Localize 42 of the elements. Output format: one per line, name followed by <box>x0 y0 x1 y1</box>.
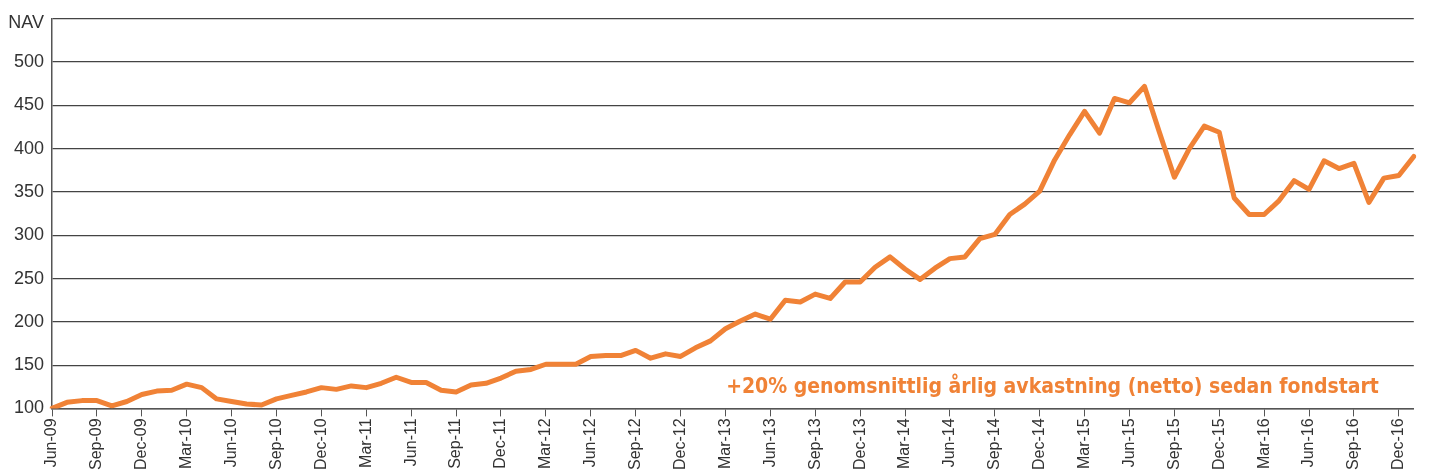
x-tick-label: Mar-10 <box>177 418 195 470</box>
x-tick-label: Mar-13 <box>715 418 733 470</box>
x-tick-label: Sep-13 <box>805 418 823 470</box>
y-tick-label: 500 <box>13 51 45 72</box>
x-tick-label: Mar-12 <box>536 418 554 470</box>
y-axis-title: NAV <box>8 11 45 32</box>
x-tick-label: Mar-11 <box>356 418 374 468</box>
x-tick-label: Dec-10 <box>311 418 329 470</box>
x-tick-label: Jun-12 <box>581 418 599 468</box>
y-tick-label: 350 <box>13 180 45 201</box>
annotation: +20% genomsnittlig årlig avkastning (netto) sedan fondstart <box>726 372 1379 398</box>
x-tick-label: Jun-14 <box>940 418 958 468</box>
x-tick-label: Jun-11 <box>401 418 419 467</box>
x-tick-label: Sep-10 <box>266 418 284 470</box>
y-tick-label: 400 <box>13 137 45 158</box>
x-tick-label: Mar-16 <box>1254 418 1272 470</box>
y-tick-label: 100 <box>13 397 45 418</box>
x-tick-label: Mar-14 <box>895 418 913 470</box>
x-tick-label: Jun-10 <box>222 418 240 468</box>
x-tick-label: Dec-15 <box>1209 418 1227 470</box>
x-tick-label: Sep-14 <box>985 418 1003 470</box>
y-tick-label: 250 <box>13 267 45 288</box>
x-tick-label: Dec-13 <box>850 418 868 470</box>
x-tick-label: Sep-11 <box>446 418 464 469</box>
x-tick-label: Sep-15 <box>1164 418 1182 470</box>
x-tick-label: Sep-12 <box>626 418 644 470</box>
x-tick-label: Jun-13 <box>760 418 778 468</box>
y-tick-label: 200 <box>13 310 45 331</box>
x-tick-label: Mar-15 <box>1074 418 1092 470</box>
x-tick-label: Jun-16 <box>1299 418 1317 468</box>
x-tick-label: Jun-15 <box>1119 418 1137 468</box>
x-tick-label: Dec-14 <box>1030 418 1048 470</box>
x-tick-label: Dec-09 <box>132 418 150 470</box>
y-tick-label: 300 <box>13 224 45 245</box>
x-tick-label: Sep-09 <box>87 418 105 470</box>
y-tick-label: 450 <box>13 94 45 115</box>
x-tick-label: Dec-12 <box>670 418 688 470</box>
x-tick-label: Sep-16 <box>1344 418 1362 470</box>
x-tick-label: Dec-11 <box>491 418 509 469</box>
x-tick-label: Jun-09 <box>42 418 60 468</box>
x-tick-label: Dec-16 <box>1389 418 1407 470</box>
y-tick-label: 150 <box>13 354 45 375</box>
